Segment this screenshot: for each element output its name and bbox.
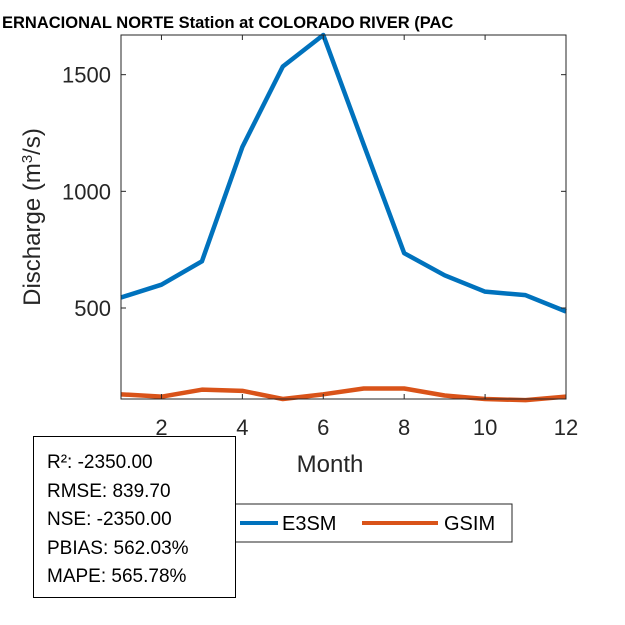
plot-area: 2 4 6 8 10 12 500 1000 1500 bbox=[62, 32, 578, 440]
y-tick-label: 1000 bbox=[62, 179, 111, 204]
stats-rmse: RMSE: 839.70 bbox=[47, 480, 171, 502]
y-tick-label: 1500 bbox=[62, 63, 111, 88]
series-line-gsim bbox=[120, 386, 567, 403]
stats-mape: MAPE: 565.78% bbox=[47, 566, 187, 587]
x-tick-label: 2 bbox=[155, 415, 167, 440]
series-line-e3sm bbox=[120, 32, 567, 314]
y-tick-label: 500 bbox=[74, 296, 111, 321]
stats-pbias: PBIAS: 562.03% bbox=[47, 537, 189, 559]
chart-title: ERNACIONAL NORTE Station at COLORADO RIV… bbox=[2, 14, 453, 32]
stats-r2: R²: -2350.00 bbox=[47, 452, 153, 473]
legend: E3SM GSIM bbox=[232, 503, 513, 543]
x-axis-label: Month bbox=[297, 451, 364, 478]
x-tick-label: 8 bbox=[398, 415, 410, 440]
y-axis-label-tail: /s) bbox=[19, 128, 46, 155]
y-axis-label-main: Discharge (m bbox=[19, 163, 46, 306]
x-tick-label: 6 bbox=[317, 415, 329, 440]
legend-label-gsim: GSIM bbox=[444, 513, 495, 535]
stats-nse: NSE: -2350.00 bbox=[47, 509, 172, 530]
legend-label-e3sm: E3SM bbox=[282, 513, 336, 535]
x-tick-label: 12 bbox=[554, 415, 578, 440]
y-axis-label: Discharge (m3/s) bbox=[19, 128, 47, 306]
axes-box bbox=[120, 34, 567, 400]
stats-box: R²: -2350.00 RMSE: 839.70 NSE: -2350.00 … bbox=[33, 436, 236, 598]
x-tick-label: 10 bbox=[473, 415, 497, 440]
x-tick-label: 4 bbox=[236, 415, 248, 440]
y-axis-label-superscript: 3 bbox=[19, 155, 36, 163]
